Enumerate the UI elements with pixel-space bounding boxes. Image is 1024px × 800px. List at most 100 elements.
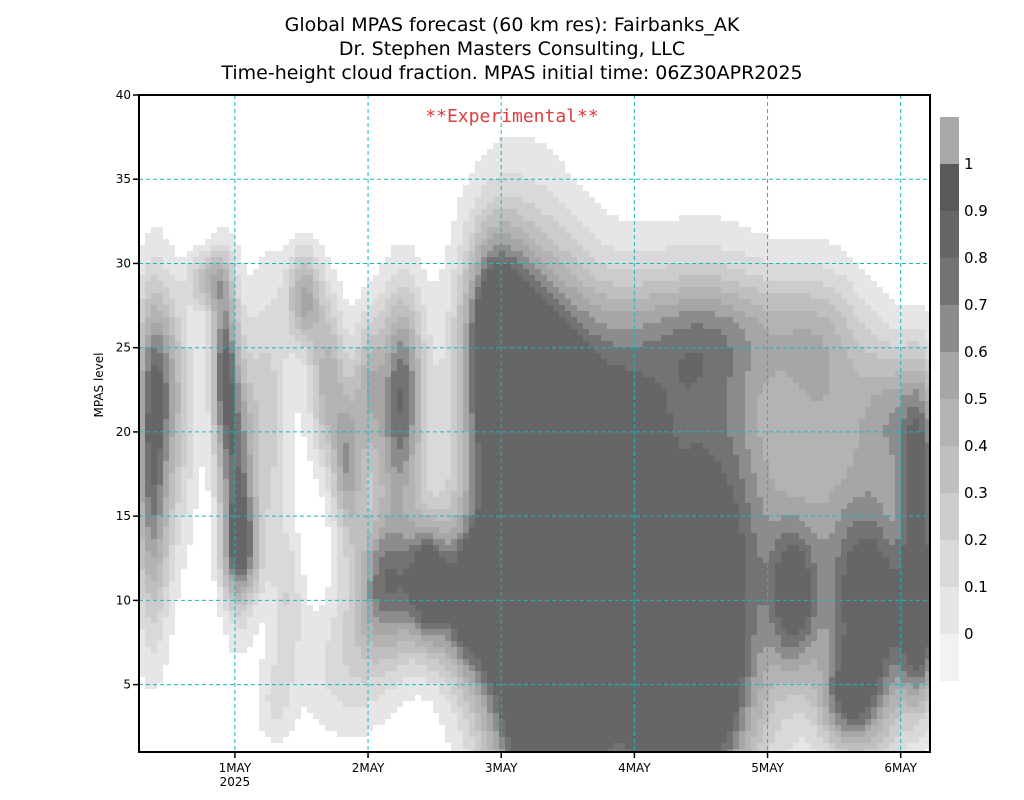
cloud-cell — [175, 557, 181, 563]
cloud-cell — [283, 353, 289, 359]
cloud-cell — [331, 341, 337, 347]
cloud-cell — [475, 161, 481, 167]
cloud-cell — [169, 545, 175, 551]
cloud-cell — [337, 647, 343, 653]
cloud-cell — [349, 539, 355, 545]
cloud-cell — [145, 485, 151, 491]
cloud-cell — [181, 437, 187, 443]
cloud-cell — [517, 437, 523, 443]
cloud-cell — [151, 551, 157, 557]
cloud-cell — [277, 653, 283, 659]
cloud-cell — [301, 281, 307, 287]
cloud-cell — [499, 371, 505, 377]
cloud-cell — [415, 479, 421, 485]
cloud-cell — [223, 329, 229, 335]
cloud-cell — [325, 677, 331, 683]
cloud-cell — [211, 533, 217, 539]
cloud-cell — [241, 527, 247, 533]
cloud-cell — [277, 299, 283, 305]
cloud-cell — [481, 263, 487, 269]
cloud-cell — [343, 725, 349, 731]
cloud-cell — [517, 695, 523, 701]
cloud-cell — [463, 251, 469, 257]
cloud-cell — [529, 713, 535, 719]
cloud-cell — [199, 275, 205, 281]
cloud-cell — [139, 659, 145, 665]
cloud-cell — [373, 275, 379, 281]
cloud-cell — [355, 425, 361, 431]
cloud-cell — [169, 305, 175, 311]
cloud-cell — [229, 569, 235, 575]
cloud-cell — [295, 587, 301, 593]
cloud-cell — [457, 719, 463, 725]
cloud-cell — [235, 305, 241, 311]
cloud-cell — [229, 245, 235, 251]
cloud-cell — [289, 329, 295, 335]
cloud-cell — [439, 485, 445, 491]
cloud-cell — [289, 287, 295, 293]
cloud-cell — [271, 599, 277, 605]
cloud-cell — [493, 257, 499, 263]
cloud-cell — [391, 329, 397, 335]
cloud-cell — [397, 413, 403, 419]
cloud-cell — [511, 371, 517, 377]
cloud-cell — [505, 173, 511, 179]
cloud-cell — [331, 413, 337, 419]
cloud-cell — [457, 479, 463, 485]
cloud-cell — [535, 209, 541, 215]
cloud-cell — [331, 293, 337, 299]
cloud-cell — [379, 413, 385, 419]
cloud-cell — [301, 263, 307, 269]
cloud-cell — [175, 257, 181, 263]
cloud-cell — [325, 299, 331, 305]
cloud-cell — [511, 323, 517, 329]
cloud-cell — [271, 395, 277, 401]
cloud-cell — [463, 233, 469, 239]
cloud-cell — [259, 689, 265, 695]
cloud-cell — [175, 413, 181, 419]
cloud-cell — [529, 479, 535, 485]
cloud-cell — [181, 371, 187, 377]
cloud-cell — [379, 467, 385, 473]
cloud-cell — [487, 461, 493, 467]
cloud-cell — [493, 479, 499, 485]
cloud-cell — [331, 287, 337, 293]
cloud-cell — [493, 467, 499, 473]
cloud-cell — [355, 485, 361, 491]
cloud-cell — [409, 359, 415, 365]
cloud-cell — [325, 719, 331, 725]
cloud-cell — [493, 185, 499, 191]
cloud-cell — [235, 611, 241, 617]
cloud-cell — [397, 701, 403, 707]
cloud-cell — [157, 545, 163, 551]
cloud-cell — [229, 371, 235, 377]
cloud-cell — [439, 353, 445, 359]
cloud-cell — [253, 329, 259, 335]
cloud-cell — [151, 245, 157, 251]
cloud-cell — [271, 443, 277, 449]
cloud-cell — [193, 257, 199, 263]
cloud-cell — [481, 563, 487, 569]
cloud-cell — [463, 725, 469, 731]
cloud-cell — [325, 623, 331, 629]
cloud-cell — [517, 347, 523, 353]
cloud-cell — [259, 491, 265, 497]
cloud-cell — [223, 629, 229, 635]
cloud-cell — [523, 491, 529, 497]
cloud-cell — [307, 341, 313, 347]
cloud-cell — [457, 317, 463, 323]
cloud-cell — [451, 425, 457, 431]
cloud-cell — [367, 371, 373, 377]
cloud-cell — [403, 533, 409, 539]
cloud-cell — [385, 365, 391, 371]
cloud-cell — [463, 275, 469, 281]
cloud-cell — [457, 221, 463, 227]
cloud-cell — [397, 323, 403, 329]
cloud-cell — [271, 731, 277, 737]
cloud-cell — [295, 545, 301, 551]
cloud-cell — [283, 401, 289, 407]
cloud-cell — [439, 509, 445, 515]
cloud-cell — [415, 341, 421, 347]
cloud-cell — [313, 281, 319, 287]
cloud-cell — [343, 521, 349, 527]
